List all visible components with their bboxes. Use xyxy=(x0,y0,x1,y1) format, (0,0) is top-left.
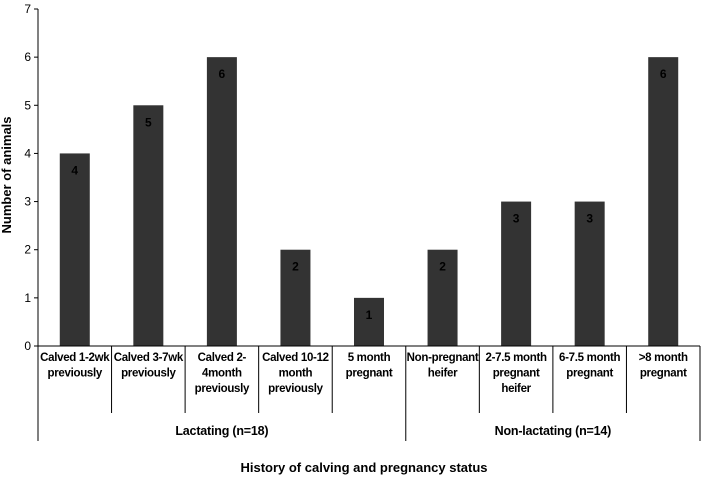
y-tick-label: 4 xyxy=(24,146,31,160)
bar xyxy=(59,153,90,346)
data-label: 2 xyxy=(439,260,446,274)
bar xyxy=(133,105,164,347)
data-label: 6 xyxy=(219,67,226,81)
category-label: previously xyxy=(195,383,250,395)
bars xyxy=(59,57,679,347)
category-label: Calved 2- xyxy=(198,352,247,364)
data-label: 5 xyxy=(145,115,152,129)
group-label: Non-lactating (n=14) xyxy=(495,424,612,438)
category-label: 4month xyxy=(202,368,242,380)
bar xyxy=(280,249,311,346)
category-label: heifer xyxy=(501,383,531,395)
category-label: pregnant xyxy=(346,368,393,380)
category-label: Calved 10-12 xyxy=(262,352,329,364)
y-tick-label: 7 xyxy=(24,2,31,16)
category-label: Calved 3-7wk xyxy=(114,352,184,364)
category-label: previously xyxy=(121,368,176,380)
bar xyxy=(206,57,237,347)
data-label: 3 xyxy=(586,212,593,226)
category-label: 6-7.5 month xyxy=(559,352,621,364)
y-tick-label: 0 xyxy=(24,339,31,353)
y-tick-label: 5 xyxy=(24,98,31,112)
bar xyxy=(501,201,532,346)
bar xyxy=(574,201,605,346)
category-label: 2-7.5 month xyxy=(485,352,547,364)
category-label: Calved 1-2wk xyxy=(40,352,110,364)
category-label: previously xyxy=(268,383,323,395)
data-label: 4 xyxy=(71,163,78,177)
bar xyxy=(648,57,679,347)
y-tick-label: 2 xyxy=(24,243,31,257)
x-axis-title: History of calving and pregnancy status xyxy=(240,460,487,475)
labels: 0 1 2 3 4 5 6 7 4 5 6 2 1 2 3 3 6 Calved 1-2wk previously C… xyxy=(24,2,688,438)
category-label: Non-pregnant xyxy=(407,352,479,364)
data-label: 1 xyxy=(366,308,373,322)
category-label: 5 month xyxy=(348,352,391,364)
y-tick-label: 3 xyxy=(24,195,31,209)
bar xyxy=(354,297,384,346)
category-label: pregnant xyxy=(566,368,613,380)
category-label: >8 month xyxy=(639,352,688,364)
category-label: pregnant xyxy=(640,368,687,380)
category-label: previously xyxy=(48,368,103,380)
category-label: heifer xyxy=(428,368,458,380)
data-label: 6 xyxy=(660,67,667,81)
group-label: Lactating (n=18) xyxy=(175,424,268,438)
data-label: 2 xyxy=(292,260,299,274)
category-label: pregnant xyxy=(493,368,540,380)
bar xyxy=(427,249,458,346)
category-label: month xyxy=(279,368,313,380)
axes xyxy=(34,8,701,441)
y-tick-label: 1 xyxy=(24,291,31,305)
data-label: 3 xyxy=(513,212,520,226)
y-tick-label: 6 xyxy=(24,50,31,64)
y-axis-title: Number of animals xyxy=(0,116,14,233)
